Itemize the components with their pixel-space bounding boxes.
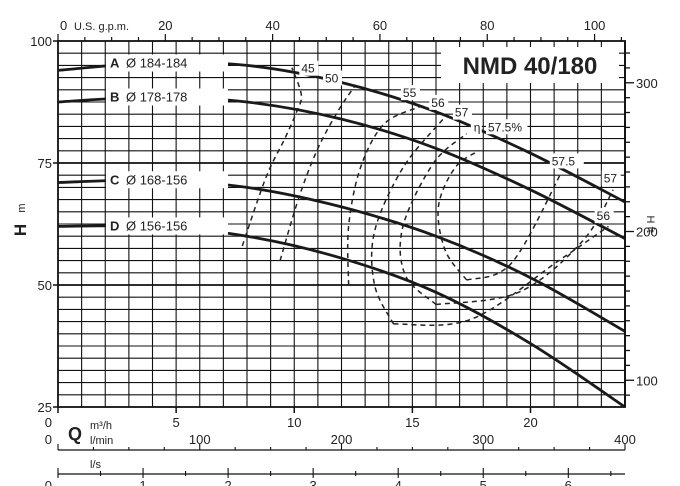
y-tick-label: 25 (38, 400, 52, 415)
efficiency-label-background (429, 94, 449, 110)
y-axis-unit: m (16, 203, 28, 212)
y-axis-label: H (11, 224, 30, 236)
efficiency-label-background (485, 119, 528, 135)
x-tick-label: 15 (405, 415, 419, 430)
curve-label-background (105, 88, 228, 106)
curve-letter-label: B (110, 89, 119, 104)
y-tick-label: 100 (30, 34, 52, 49)
lmin-tick-label: 300 (472, 432, 494, 447)
top-tick-label: 80 (480, 18, 494, 33)
x-tick-label: 0 (45, 415, 52, 430)
right-axis-label: H ft (644, 216, 656, 233)
lmin-tick-label: 100 (189, 432, 211, 447)
efficiency-label: 57.5% (488, 120, 522, 134)
efficiency-label: 56 (597, 209, 611, 223)
efficiency-label-background (400, 85, 420, 101)
efficiency-label: 57.5 (552, 154, 576, 168)
x-tick-label: 20 (523, 415, 537, 430)
x-axis-unit: m³/h (90, 420, 112, 432)
efficiency-curve (435, 189, 614, 306)
lmin-tick-label: 200 (331, 432, 353, 447)
eta-symbol-background (470, 119, 482, 135)
efficiency-label: 57 (604, 172, 618, 186)
efficiency-curve (399, 133, 468, 306)
efficiency-curve (466, 172, 562, 281)
ls-tick-label: 6 (565, 478, 572, 486)
chart-title: NMD 40/180 (463, 53, 598, 80)
x-tick-label: 5 (173, 415, 180, 430)
top-tick-label: 0 (60, 18, 67, 33)
ls-tick-label: 4 (395, 478, 402, 486)
efficiency-label-background (299, 60, 319, 76)
efficiency-curve (393, 225, 609, 327)
efficiency-curve (241, 67, 303, 247)
efficiency-curves (241, 67, 614, 327)
ls-tick-label: 3 (310, 478, 317, 486)
efficiency-curve (279, 84, 357, 261)
curve-letter-label: D (110, 218, 119, 233)
ls-tick-label: 1 (139, 478, 146, 486)
ls-tick-label: 2 (224, 478, 231, 486)
x-tick-label: 10 (287, 415, 301, 430)
efficiency-label: 55 (403, 86, 417, 100)
efficiency-label: 57 (455, 106, 469, 120)
curve-diameter-label: Ø 156-156 (126, 218, 187, 233)
top-axis-label: U.S. g.p.m. (74, 21, 129, 33)
curve-diameter-label: Ø 178-178 (126, 89, 187, 104)
curve-letter-label: A (110, 56, 120, 71)
top-tick-label: 100 (584, 18, 606, 33)
x-axis-label: Q (68, 424, 82, 444)
curve-label-background (105, 217, 228, 235)
right-tick-label: 200 (636, 225, 658, 240)
right-tick-label: 300 (636, 76, 658, 91)
y-tick-label: 50 (38, 278, 52, 293)
efficiency-label-background (452, 104, 472, 120)
ls-axis-label: l/s (90, 459, 102, 471)
lmin-axis-label: l/min (90, 435, 113, 447)
curve-diameter-label: Ø 168-156 (126, 172, 187, 187)
lmin-tick-label: 0 (45, 432, 52, 447)
efficiency-label: 56 (431, 96, 445, 110)
top-tick-label: 60 (373, 18, 387, 33)
curve-letter-label: C (110, 172, 120, 187)
efficiency-curve (370, 118, 444, 325)
top-tick-label: 20 (158, 18, 172, 33)
efficiency-curve (346, 106, 420, 286)
eta-symbol: η (474, 120, 481, 134)
right-tick-label: 100 (636, 373, 658, 388)
ls-tick-label: 5 (480, 478, 487, 486)
efficiency-label-background (322, 70, 342, 86)
labels: A Ø 184-184 B Ø 178-178 C Ø 168-156 D Ø 156-156… (105, 47, 621, 235)
efficiency-label-background (549, 153, 584, 169)
efficiency-label-background (601, 170, 621, 186)
curve-label-background (105, 171, 228, 189)
efficiency-label-background (594, 208, 614, 224)
y-tick-label: 75 (38, 156, 52, 171)
title-background (441, 47, 619, 83)
efficiency-label: 50 (325, 71, 339, 85)
curve-diameter-label: Ø 184-184 (126, 56, 187, 71)
curve-label-background (105, 54, 228, 72)
efficiency-label: 45 (301, 62, 315, 76)
top-tick-label: 40 (265, 18, 279, 33)
lmin-tick-label: 400 (614, 432, 636, 447)
efficiency-curve (437, 150, 479, 281)
ls-tick-label: 0 (45, 478, 52, 486)
